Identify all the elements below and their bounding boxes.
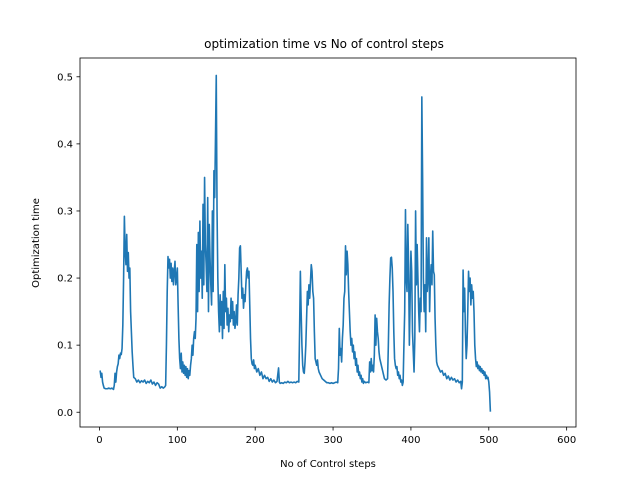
x-tick-label: 200: [246, 435, 265, 446]
axes: 0 100 200 300 400 500 600 0.0 0.1 0.2 0.3 0.4 0.5: [57, 57, 577, 446]
x-axis-label: No of Control steps: [280, 459, 376, 470]
plot-lines: [99, 74, 492, 412]
y-tick-label: 0.1: [57, 341, 73, 352]
series-line-0: [99, 74, 492, 412]
x-tick-label: 600: [557, 435, 576, 446]
y-tick-label: 0.0: [57, 408, 73, 419]
x-tick-label: 100: [168, 435, 187, 446]
y-tick-label: 0.5: [57, 72, 73, 83]
x-tick-label: 400: [401, 435, 420, 446]
y-tick-label: 0.4: [57, 139, 73, 150]
chart-title: optimization time vs No of control steps: [204, 37, 444, 51]
y-tick-label: 0.3: [57, 207, 73, 218]
plot-frame: [79, 57, 577, 428]
y-axis-label: Optimization time: [31, 198, 42, 288]
x-tick-label: 300: [324, 435, 343, 446]
y-tick-label: 0.2: [57, 274, 73, 285]
x-tick-label: 500: [479, 435, 498, 446]
x-tick-label: 0: [96, 435, 102, 446]
